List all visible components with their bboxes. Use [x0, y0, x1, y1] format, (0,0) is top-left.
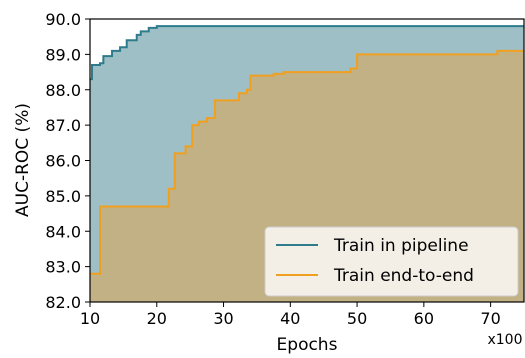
y-tick-label: 90.0 — [45, 10, 81, 29]
y-axis-label: AUC-ROC (%) — [13, 103, 33, 217]
x-tick-label: 10 — [80, 309, 100, 328]
legend: Train in pipeline Train end-to-end — [264, 226, 519, 297]
x-axis-label: Epochs — [277, 335, 338, 355]
y-tick-label: 85.0 — [45, 187, 81, 206]
line-train-end-to-end — [90, 49, 524, 275]
y-tick-label: 83.0 — [45, 258, 81, 277]
y-ticks: 82.0 83.0 84.0 85.0 86.0 87.0 88.0 89.0 90.0 — [45, 10, 90, 312]
legend-label-train-in-pipeline: Train in pipeline — [333, 236, 469, 256]
x-tick-label: 20 — [147, 309, 167, 328]
x-tick-label: 40 — [280, 309, 300, 328]
x-ticks: 10 20 30 40 50 60 70 — [80, 302, 501, 328]
y-tick-label: 87.0 — [45, 116, 81, 135]
x-tick-label: 30 — [213, 309, 233, 328]
y-tick-label: 82.0 — [45, 293, 81, 312]
lines-layer — [90, 25, 524, 275]
x-tick-label: 60 — [414, 309, 434, 328]
y-tick-label: 88.0 — [45, 81, 81, 100]
legend-box — [264, 226, 519, 297]
legend-label-train-end-to-end: Train end-to-end — [333, 266, 474, 286]
x-tick-label: 70 — [480, 309, 500, 328]
x-tick-label: 50 — [347, 309, 367, 328]
y-tick-label: 86.0 — [45, 152, 81, 171]
line-train-in-pipeline — [90, 25, 524, 81]
x-multiplier-label: x100 — [487, 332, 522, 348]
y-tick-label: 89.0 — [45, 45, 81, 64]
y-tick-label: 84.0 — [45, 222, 81, 241]
